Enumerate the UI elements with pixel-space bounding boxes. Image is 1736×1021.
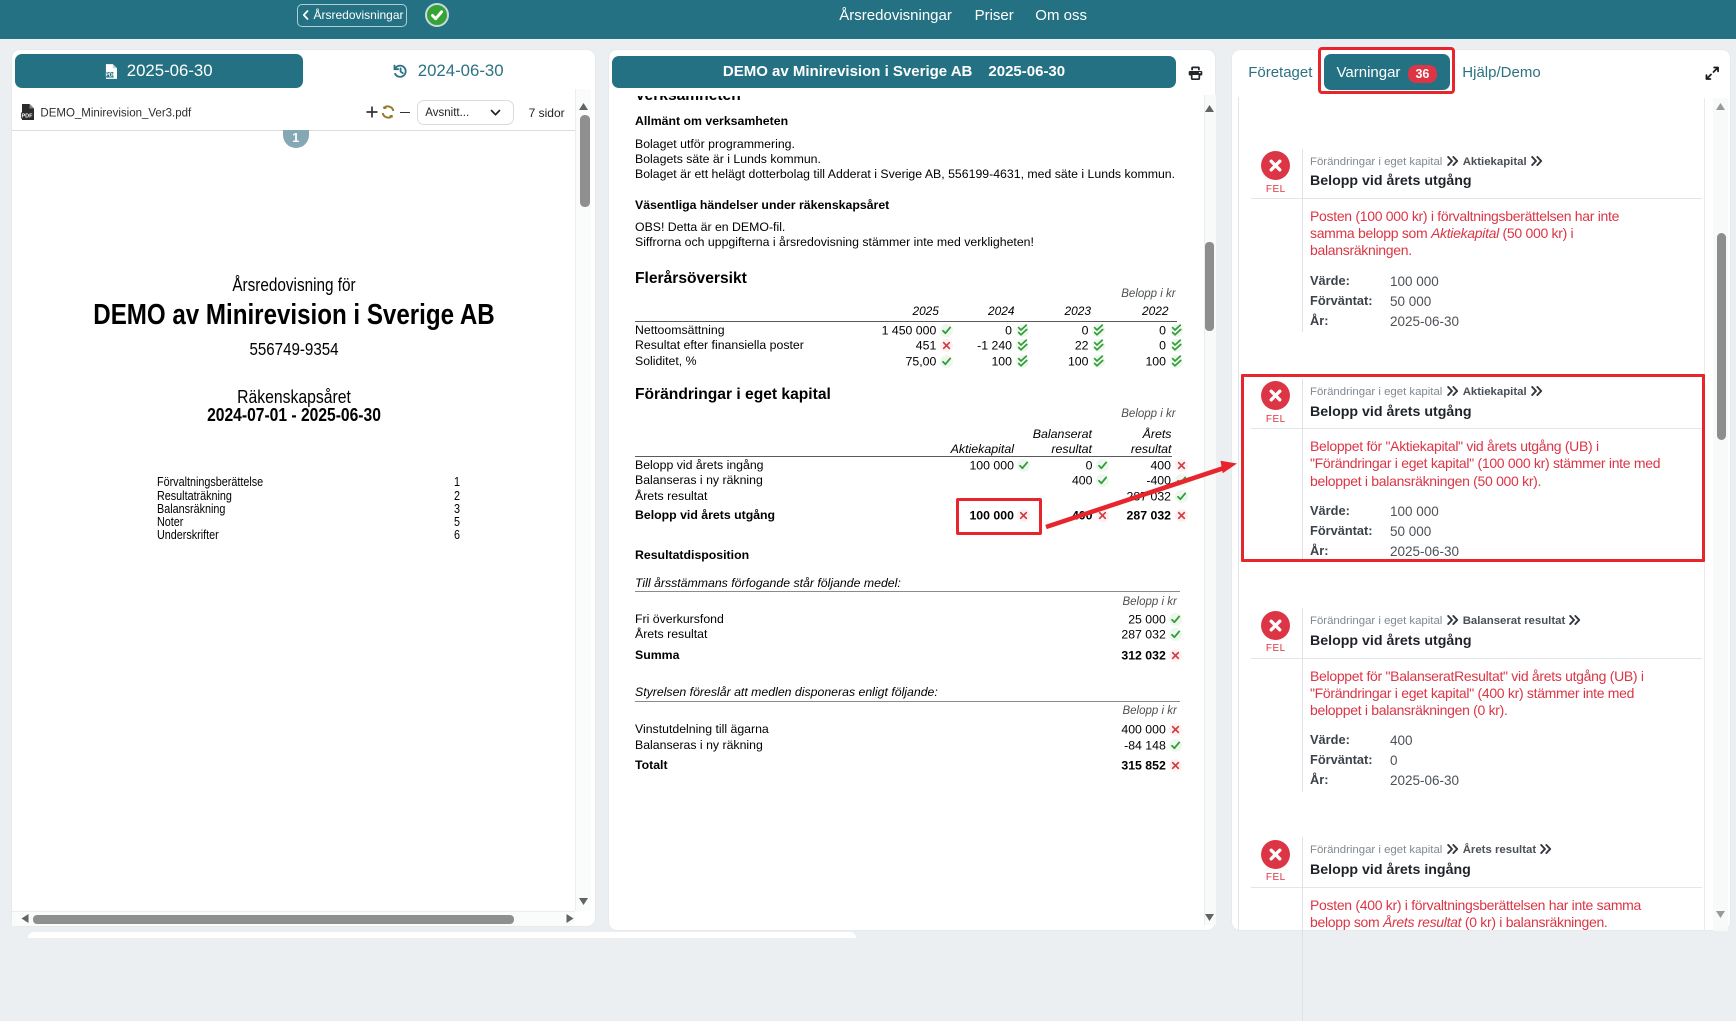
svg-text:PDF: PDF bbox=[106, 73, 116, 79]
svg-text:PDF: PDF bbox=[22, 114, 34, 120]
